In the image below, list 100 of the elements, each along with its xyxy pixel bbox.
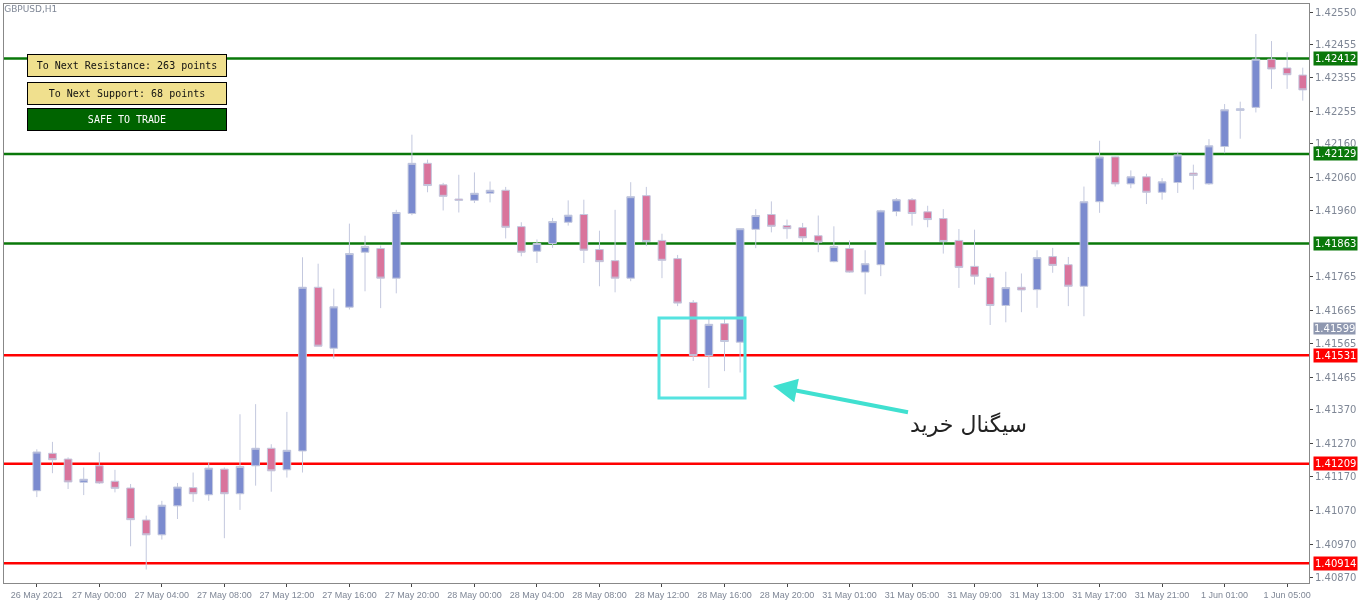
chart-title: GBPUSD,H1 <box>4 3 58 14</box>
candlestick <box>204 461 214 502</box>
ref-line-label: 1.41863 <box>1315 238 1357 249</box>
candlestick <box>767 200 776 233</box>
x-tick-label: 1 Jun 01:00 <box>1201 589 1249 600</box>
candlestick <box>907 197 917 227</box>
candlestick <box>1017 272 1026 313</box>
x-tick-label: 28 May 16:00 <box>697 589 752 600</box>
candlestick <box>516 221 526 257</box>
candlestick <box>1095 140 1104 214</box>
x-tick-label: 28 May 12:00 <box>634 589 690 600</box>
y-tick-label: 1.42455 <box>1315 38 1357 50</box>
candlestick <box>63 456 73 490</box>
x-tick-label: 28 May 04:00 <box>509 589 565 600</box>
x-tick-label: 31 May 01:00 <box>822 589 877 600</box>
candlestick <box>345 223 354 310</box>
candlestick <box>892 197 901 217</box>
candlestick <box>1142 173 1151 205</box>
ref-line-label: 1.40914 <box>1315 558 1357 569</box>
candlestick <box>860 249 870 295</box>
candlestick <box>829 225 839 263</box>
candlestick <box>548 217 557 249</box>
x-tick-label: 31 May 09:00 <box>947 589 1002 600</box>
candlestick <box>563 199 573 227</box>
candlestick <box>470 171 479 204</box>
candlestick <box>110 469 120 493</box>
candlestick <box>1063 256 1073 307</box>
candlestick <box>1282 51 1292 90</box>
annotation: سیگنال خرید <box>910 412 1027 437</box>
candlestick <box>48 441 57 474</box>
x-tick-label: 31 May 13:00 <box>1009 589 1065 600</box>
candlestick <box>126 483 135 547</box>
candlestick <box>610 209 620 293</box>
candlestick <box>1204 138 1214 186</box>
candlestick <box>423 159 432 193</box>
y-tick-label: 1.41465 <box>1315 372 1357 384</box>
candlestick <box>32 448 42 498</box>
candlestick <box>282 411 292 479</box>
candlestick <box>735 228 745 373</box>
candlestick <box>657 233 667 279</box>
candlestick <box>985 272 995 326</box>
candlestick <box>1032 249 1042 309</box>
candlestick <box>501 186 511 239</box>
x-tick-label: 31 May 05:00 <box>884 589 940 600</box>
candlestick <box>235 413 245 511</box>
candlestick <box>95 451 104 485</box>
candlestick <box>954 228 964 289</box>
candlestick <box>673 254 682 307</box>
y-tick-label: 1.41765 <box>1315 270 1357 282</box>
x-tick-label: 27 May 00:00 <box>72 589 127 600</box>
candlestick <box>1157 177 1167 201</box>
candlestick <box>626 181 636 282</box>
y-tick-label: 1.40970 <box>1315 538 1357 550</box>
candlestick <box>579 199 589 264</box>
candlestick <box>798 222 807 243</box>
candlestick <box>751 208 761 249</box>
candlestick <box>1173 151 1183 194</box>
candlestick <box>407 134 417 216</box>
y-tick-label: 1.41170 <box>1315 471 1357 483</box>
candlestick <box>532 238 542 264</box>
text: 1.41599 <box>1314 323 1356 334</box>
candlestick <box>970 229 979 286</box>
x-tick-label: 31 May 17:00 <box>1072 589 1127 600</box>
candlestick <box>1001 271 1011 323</box>
candlestick <box>438 182 448 211</box>
x-tick-label: 27 May 16:00 <box>322 589 377 600</box>
candlestick <box>813 215 823 253</box>
y-tick-label: 1.41270 <box>1315 437 1357 449</box>
candlestick <box>938 208 948 255</box>
candlestick <box>485 181 495 203</box>
candlestick <box>1251 33 1261 113</box>
candlestick <box>313 263 323 347</box>
candlestick <box>642 186 651 247</box>
picture-info-panel-box: To Next Support: 68 points <box>27 82 227 105</box>
y-tick-label: 1.41960 <box>1315 205 1357 217</box>
candlestick <box>173 482 182 520</box>
candlestick <box>595 230 604 287</box>
candlestick <box>1220 103 1229 154</box>
annotation: To Next Support: 68 points <box>48 88 206 99</box>
candlestick <box>79 466 89 496</box>
annotation: SAFE TO TRADE <box>87 114 167 125</box>
y-tick-label: 1.41070 <box>1315 505 1357 517</box>
candlestick <box>876 209 886 277</box>
candlestick <box>845 239 854 274</box>
ref-line-label: 1.42129 <box>1315 148 1357 159</box>
candlestick <box>1126 169 1136 189</box>
x-tick-label: 26 May 2021 <box>10 589 63 600</box>
x-tick-label: 28 May 00:00 <box>447 589 502 600</box>
x-tick-label: 27 May 08:00 <box>197 589 252 600</box>
ref-line-label: 1.41209 <box>1315 458 1357 469</box>
candlestick <box>1189 164 1198 191</box>
x-tick-label: 27 May 20:00 <box>384 589 440 600</box>
candlestick <box>360 235 370 292</box>
ref-line-label: 1.41531 <box>1315 350 1357 361</box>
candlestick <box>1079 186 1089 317</box>
x-tick-label: 27 May 04:00 <box>134 589 190 600</box>
x-tick-label: 28 May 20:00 <box>759 589 815 600</box>
candlestick <box>329 288 339 360</box>
candlestick <box>454 174 464 213</box>
x-tick-label: 31 May 21:00 <box>1134 589 1190 600</box>
